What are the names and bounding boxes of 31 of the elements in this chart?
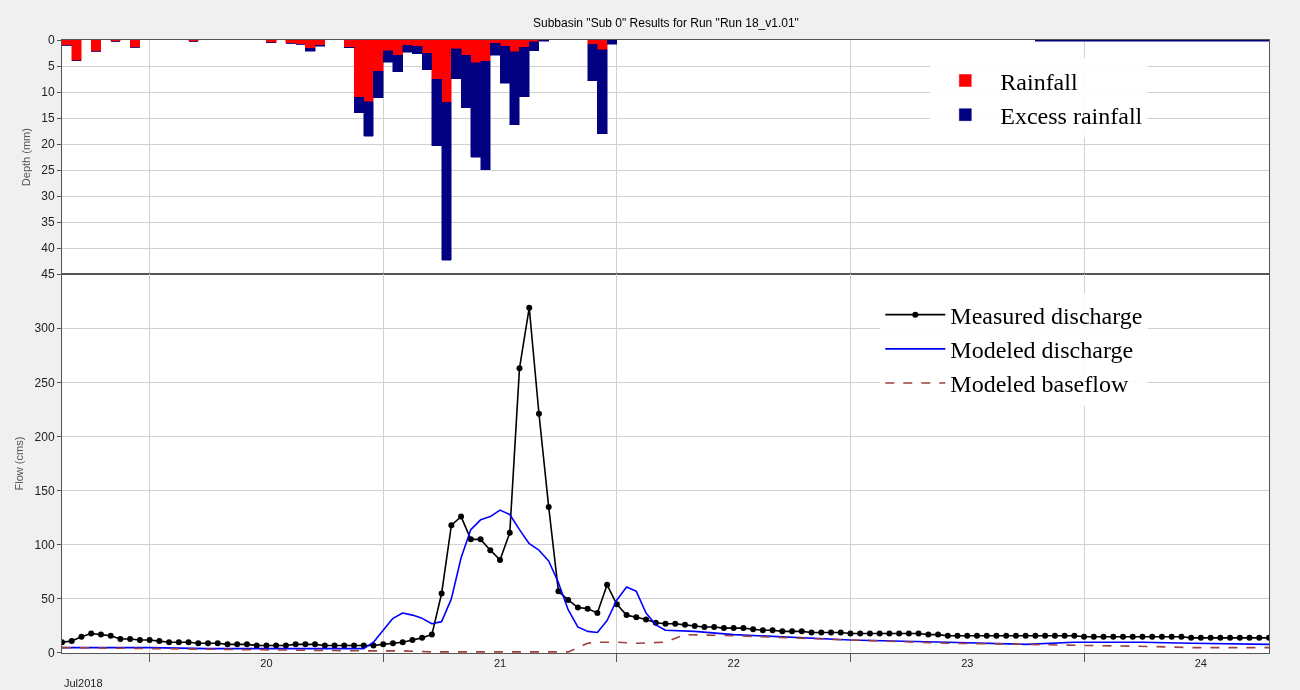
y-tick-label: 25 xyxy=(41,163,55,178)
x-tick-label: 20 xyxy=(260,657,273,670)
x-tick-label: 23 xyxy=(961,657,974,670)
y-tick-label: 35 xyxy=(41,215,55,230)
legend-label: Modeled baseflow xyxy=(950,371,1129,398)
y-tick-label: 250 xyxy=(34,375,55,390)
y-tick-label: 10 xyxy=(41,85,55,100)
y-tick-label: 0 xyxy=(47,33,55,48)
legend-label: Measured discharge xyxy=(950,303,1143,330)
x-tick-label: 21 xyxy=(493,657,507,670)
y-tick-label: 40 xyxy=(41,241,55,256)
y-axis-title: Depth (mm) xyxy=(19,128,32,187)
y-axis-title: Flow (cms) xyxy=(13,436,26,491)
y-tick-label: 50 xyxy=(41,592,55,607)
y-tick-label: 300 xyxy=(34,321,55,336)
y-tick-label: 0 xyxy=(47,646,55,661)
y-tick-label: 150 xyxy=(34,483,55,498)
text: Jul2018 xyxy=(64,677,103,689)
y-tick-label: 100 xyxy=(34,537,55,552)
legend-label: Rainfall xyxy=(1000,68,1078,95)
y-tick-label: 5 xyxy=(47,59,55,74)
y-tick-label: 30 xyxy=(41,189,55,204)
chart-title: Subbasin "Sub 0" Results for Run "Run 18_v1.01" xyxy=(533,16,799,30)
x-tick-label: 22 xyxy=(727,657,740,670)
y-tick-label: 45 xyxy=(41,267,55,282)
x-tick-label: 24 xyxy=(1194,657,1207,670)
y-tick-label: 200 xyxy=(34,429,55,444)
legend-label: Modeled discharge xyxy=(950,337,1134,364)
y-tick-label: 15 xyxy=(41,111,55,126)
legend-label: Excess rainfall xyxy=(1000,103,1143,130)
y-tick-label: 20 xyxy=(41,137,55,152)
